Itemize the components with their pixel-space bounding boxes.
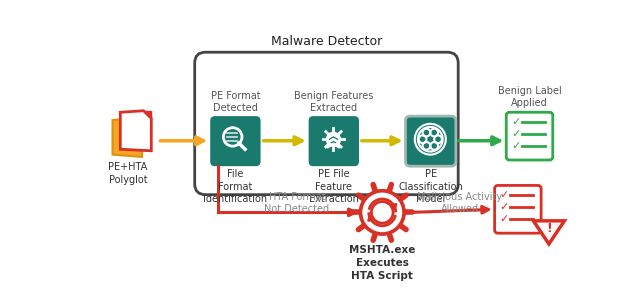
Polygon shape	[143, 111, 151, 118]
Text: !: !	[546, 222, 552, 235]
Text: Malware Detector: Malware Detector	[271, 35, 382, 48]
Text: Benign Features
Extracted: Benign Features Extracted	[294, 91, 374, 113]
Text: PE File
Feature
Extraction: PE File Feature Extraction	[309, 169, 359, 204]
Text: PE+HTA
Polyglot: PE+HTA Polyglot	[108, 162, 148, 185]
Text: Benign Label
Applied: Benign Label Applied	[498, 86, 561, 108]
Circle shape	[360, 191, 404, 234]
Text: ✓: ✓	[499, 214, 509, 224]
FancyBboxPatch shape	[495, 186, 541, 233]
Text: PE Format
Detected: PE Format Detected	[211, 91, 260, 113]
FancyBboxPatch shape	[506, 112, 553, 160]
Circle shape	[362, 192, 403, 233]
Text: ✓: ✓	[499, 190, 509, 200]
Text: MSHTA.exe
Executes
HTA Script: MSHTA.exe Executes HTA Script	[349, 245, 415, 281]
Polygon shape	[113, 118, 142, 157]
Text: ✓: ✓	[499, 202, 509, 212]
Polygon shape	[533, 221, 564, 244]
Text: Malicious Activity
Allowed: Malicious Activity Allowed	[417, 192, 502, 214]
FancyBboxPatch shape	[308, 116, 359, 166]
Text: ✓: ✓	[511, 141, 520, 151]
Text: File
Format
Identification: File Format Identification	[204, 169, 268, 204]
Text: HTA Format
Not Detected: HTA Format Not Detected	[264, 192, 330, 214]
Text: ✓: ✓	[511, 116, 520, 126]
Polygon shape	[120, 111, 151, 151]
Text: PE
Classification
Model: PE Classification Model	[398, 169, 463, 204]
FancyBboxPatch shape	[406, 116, 456, 166]
FancyBboxPatch shape	[406, 116, 456, 166]
Text: ✓: ✓	[511, 129, 520, 139]
FancyBboxPatch shape	[210, 116, 260, 166]
